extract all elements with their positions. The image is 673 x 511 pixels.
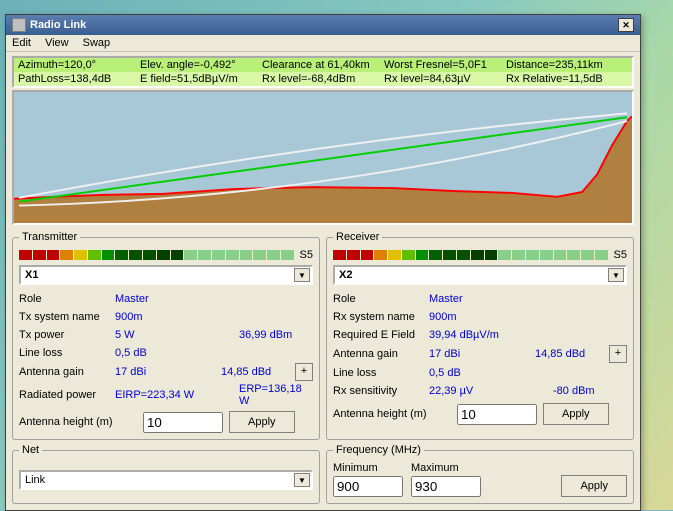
rx-reqef: 39,94 dBµV/m (429, 329, 627, 341)
menu-view[interactable]: View (45, 37, 69, 49)
net-group: Net Link ▼ (12, 444, 320, 504)
rx-antheight-label: Antenna height (m) (333, 408, 451, 420)
chevron-down-icon[interactable]: ▼ (294, 473, 310, 487)
freq-apply-button[interactable]: Apply (561, 475, 627, 497)
menu-edit[interactable]: Edit (12, 37, 31, 49)
rx-antheight-input[interactable] (457, 404, 537, 425)
tx-sysname-label: Tx system name (19, 311, 115, 323)
rx-apply-button[interactable]: Apply (543, 403, 609, 425)
tx-erp: ERP=136,18 W (239, 383, 313, 407)
tx-station-value: X1 (25, 269, 38, 281)
tx-gain: 17 dBi (115, 366, 221, 378)
tx-signal-bar: S5 (19, 249, 313, 261)
tx-station-select[interactable]: X1 ▼ (19, 265, 313, 285)
rx-sysname-label: Rx system name (333, 311, 429, 323)
info-efield: E field=51,5dBµV/m (140, 73, 262, 85)
app-icon (12, 18, 26, 32)
window-title: Radio Link (30, 19, 86, 31)
terrain-profile (12, 90, 634, 225)
tx-antheight-label: Antenna height (m) (19, 416, 137, 428)
rx-signal-bar: S5 (333, 249, 627, 261)
tx-apply-button[interactable]: Apply (229, 411, 295, 433)
tx-signal-segments (19, 250, 294, 260)
tx-power-dbm: 36,99 dBm (239, 329, 313, 341)
tx-power-label: Tx power (19, 329, 115, 341)
rx-role-label: Role (333, 293, 429, 305)
rx-reqef-label: Required E Field (333, 329, 429, 341)
info-rxrel: Rx Relative=11,5dB (506, 73, 628, 85)
receiver-group: Receiver S5 X2 ▼ RoleMaster Rx system na… (326, 231, 634, 440)
freq-max-input[interactable] (411, 476, 481, 497)
info-strip: Azimuth=120,0° Elev. angle=-0,492° Clear… (12, 56, 634, 88)
rx-lineloss: 0,5 dB (429, 367, 627, 379)
info-pathloss: PathLoss=138,4dB (18, 73, 140, 85)
info-elev: Elev. angle=-0,492° (140, 59, 262, 71)
tx-eirp: EIRP=223,34 W (115, 389, 239, 401)
tx-radpow-label: Radiated power (19, 389, 115, 401)
net-legend: Net (19, 444, 42, 456)
freq-min-label: Minimum (333, 462, 403, 474)
tx-lineloss: 0,5 dB (115, 347, 313, 359)
tx-antheight-input[interactable] (143, 412, 223, 433)
rx-lineloss-label: Line loss (333, 367, 429, 379)
tx-signal-label: S5 (300, 249, 313, 261)
rx-role: Master (429, 293, 627, 305)
rx-gain-plus-button[interactable]: + (609, 345, 627, 363)
info-distance: Distance=235,11km (506, 59, 628, 71)
frequency-group: Frequency (MHz) Minimum Maximum Apply (326, 444, 634, 504)
freq-legend: Frequency (MHz) (333, 444, 424, 456)
net-select[interactable]: Link ▼ (19, 470, 313, 490)
titlebar[interactable]: Radio Link ✕ (6, 15, 640, 35)
info-azimuth: Azimuth=120,0° (18, 59, 140, 71)
tx-gain-dbd: 14,85 dBd (221, 366, 295, 378)
info-row-1: Azimuth=120,0° Elev. angle=-0,492° Clear… (14, 58, 632, 72)
rx-signal-segments (333, 250, 608, 260)
freq-min-input[interactable] (333, 476, 403, 497)
freq-max-label: Maximum (411, 462, 481, 474)
info-rxlevel-dbm: Rx level=-68,4dBm (262, 73, 384, 85)
tx-power: 5 W (115, 329, 239, 341)
tx-gain-plus-button[interactable]: + (295, 363, 313, 381)
info-rxlevel-uv: Rx level=84,63µV (384, 73, 506, 85)
rx-signal-label: S5 (614, 249, 627, 261)
tx-role: Master (115, 293, 313, 305)
rx-gain-label: Antenna gain (333, 348, 429, 360)
tx-lineloss-label: Line loss (19, 347, 115, 359)
rx-sysname: 900m (429, 311, 627, 323)
rx-rxsens-label: Rx sensitivity (333, 385, 429, 397)
net-value: Link (25, 474, 45, 486)
rx-gain-dbd: 14,85 dBd (535, 348, 609, 360)
rx-station-select[interactable]: X2 ▼ (333, 265, 627, 285)
rx-gain: 17 dBi (429, 348, 535, 360)
tx-sysname: 900m (115, 311, 313, 323)
rx-rxsens-dbm: -80 dBm (553, 385, 627, 397)
info-fresnel: Worst Fresnel=5,0F1 (384, 59, 506, 71)
menubar: Edit View Swap (6, 35, 640, 52)
close-button[interactable]: ✕ (618, 18, 634, 32)
radio-link-window: Radio Link ✕ Edit View Swap Azimuth=120,… (5, 14, 641, 511)
tx-gain-label: Antenna gain (19, 366, 115, 378)
tx-role-label: Role (19, 293, 115, 305)
profile-chart (14, 92, 632, 223)
menu-swap[interactable]: Swap (83, 37, 111, 49)
info-row-2: PathLoss=138,4dB E field=51,5dBµV/m Rx l… (14, 72, 632, 86)
tx-legend: Transmitter (19, 231, 80, 243)
chevron-down-icon[interactable]: ▼ (608, 268, 624, 282)
rx-legend: Receiver (333, 231, 382, 243)
tx-rx-row: Transmitter S5 X1 ▼ RoleMaster Tx system… (6, 227, 640, 444)
transmitter-group: Transmitter S5 X1 ▼ RoleMaster Tx system… (12, 231, 320, 440)
rx-station-value: X2 (339, 269, 352, 281)
rx-rxsens: 22,39 µV (429, 385, 553, 397)
bottom-row: Net Link ▼ Frequency (MHz) Minimum Maxim… (6, 444, 640, 510)
info-clearance: Clearance at 61,40km (262, 59, 384, 71)
chevron-down-icon[interactable]: ▼ (294, 268, 310, 282)
